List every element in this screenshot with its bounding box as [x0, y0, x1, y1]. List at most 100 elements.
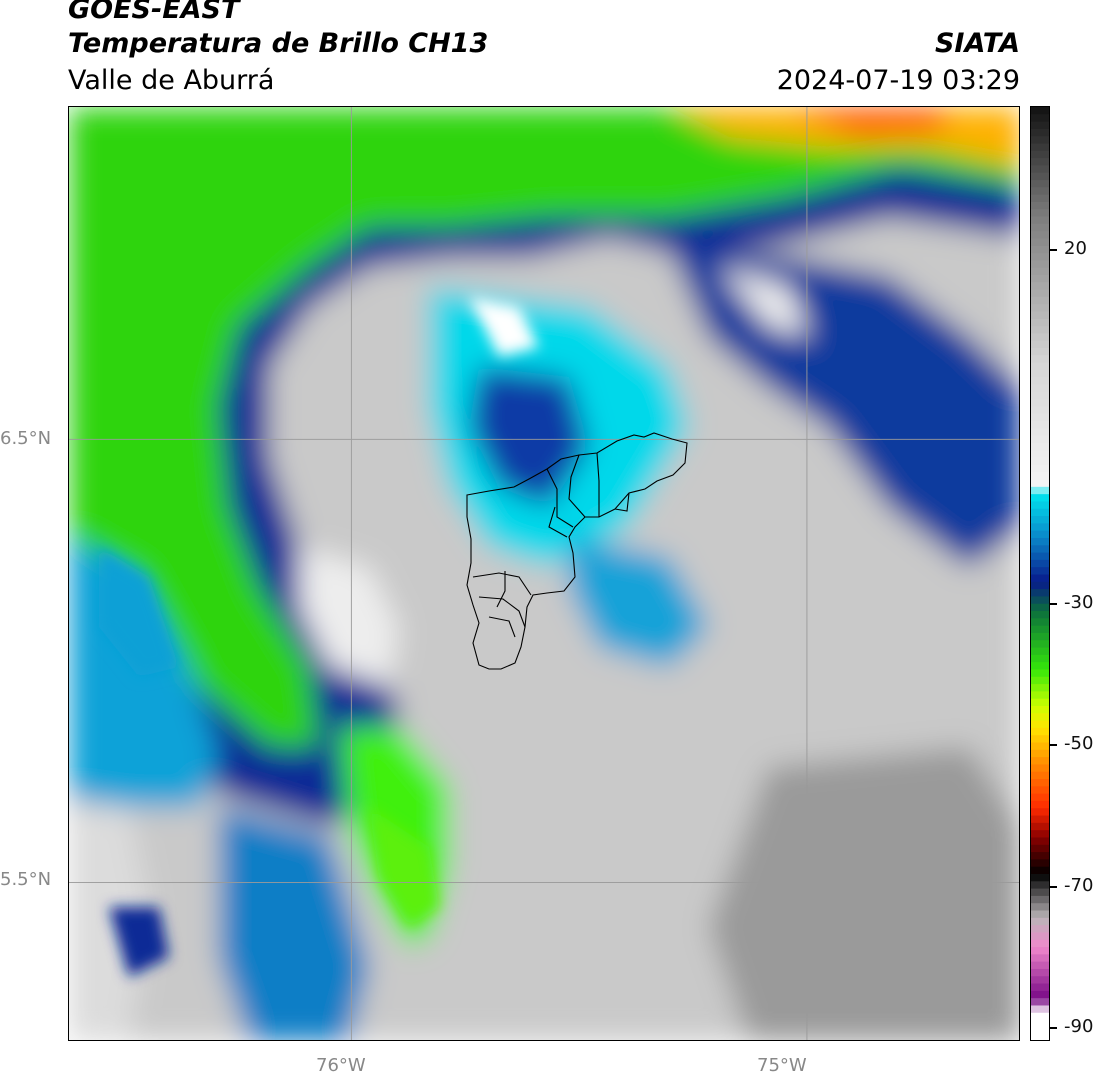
colorbar-label-minus-90: -90	[1064, 1016, 1094, 1037]
colorbar-step	[1031, 384, 1049, 393]
colorbar-step	[1031, 399, 1049, 408]
colorbar-step	[1031, 486, 1049, 495]
colorbar-step	[1031, 873, 1049, 882]
colorbar-step	[1031, 209, 1049, 218]
colorbar-step	[1031, 793, 1049, 802]
colorbar-step	[1031, 910, 1049, 919]
colorbar-step	[1031, 1027, 1049, 1036]
temperature-colorbar	[1030, 106, 1050, 1041]
colorbar-step	[1031, 289, 1049, 298]
colorbar-step	[1031, 421, 1049, 430]
colorbar-label-minus-70: -70	[1064, 875, 1094, 896]
colorbar-step	[1031, 369, 1049, 378]
colorbar-step	[1031, 596, 1049, 605]
colorbar-step	[1031, 866, 1049, 875]
datetime-label: 2024-07-19 03:29	[776, 65, 1020, 96]
colorbar-step	[1031, 136, 1049, 145]
colorbar-step	[1031, 815, 1049, 824]
colorbar-step	[1031, 713, 1049, 722]
colorbar-step	[1031, 516, 1049, 524]
colorbar-step	[1031, 260, 1049, 269]
cloud-detail-west	[99, 547, 179, 677]
colorbar-step	[1031, 859, 1049, 868]
colorbar-step	[1031, 187, 1049, 196]
region-subtitle: Valle de Aburrá	[68, 65, 275, 96]
colorbar-step	[1031, 654, 1049, 663]
colorbar-step	[1031, 348, 1049, 356]
colorbar-step	[1031, 275, 1049, 283]
colorbar-step	[1031, 231, 1049, 240]
colorbar-step	[1031, 954, 1049, 963]
colorbar-step	[1031, 121, 1049, 130]
colorbar-step	[1031, 362, 1049, 371]
cloud-band-dark-blue	[69, 107, 1019, 827]
colorbar-step	[1031, 968, 1049, 977]
colorbar-step	[1031, 391, 1049, 400]
cloud-detail-southwest	[109, 907, 169, 977]
cloud-band-northeast	[669, 247, 1019, 567]
colorbar-step	[1031, 837, 1049, 846]
clear-patch-southwest	[69, 807, 149, 1040]
colorbar-step	[1031, 479, 1049, 488]
colorbar-step	[1031, 917, 1049, 926]
colorbar-step	[1031, 253, 1049, 261]
colorbar-step	[1031, 961, 1049, 970]
colorbar-step	[1031, 165, 1049, 174]
colorbar-step	[1031, 698, 1049, 707]
colorbar-step	[1031, 669, 1049, 678]
colorbar-step	[1031, 326, 1049, 335]
colorbar-step	[1031, 903, 1049, 912]
colorbar-tick-minus-50	[1050, 744, 1057, 746]
colorbar-step	[1031, 895, 1049, 904]
colorbar-step	[1031, 757, 1049, 766]
colorbar-step	[1031, 114, 1049, 123]
colorbar-step	[1031, 632, 1049, 641]
colorbar-step	[1031, 333, 1049, 342]
colorbar-step	[1031, 720, 1049, 729]
colorbar-step	[1031, 611, 1049, 619]
cloud-core-blue-center	[469, 367, 589, 507]
colorbar-step	[1031, 150, 1049, 159]
colorbar-label-minus-30: -30	[1064, 592, 1094, 613]
colorbar-step	[1031, 640, 1049, 649]
colorbar-step	[1031, 625, 1049, 634]
colorbar-step	[1031, 852, 1049, 860]
coldest-top-orange	[789, 107, 949, 137]
colorbar-step	[1031, 443, 1049, 451]
map-canvas	[69, 107, 1019, 1040]
colorbar-step	[1031, 925, 1049, 934]
colorbar-step	[1031, 786, 1049, 795]
colorbar-step	[1031, 340, 1049, 349]
colorbar-step	[1031, 530, 1049, 539]
valle-de-aburra-boundaries	[466, 432, 688, 670]
colorbar-step	[1031, 107, 1049, 115]
colorbar-step	[1031, 501, 1049, 510]
lon-label-76w: 76°W	[316, 1055, 366, 1076]
colorbar-step	[1031, 881, 1049, 890]
colorbar-step	[1031, 406, 1049, 415]
colorbar-step	[1031, 158, 1049, 167]
colorbar-step	[1031, 143, 1049, 152]
clear-detail-north	[469, 297, 539, 357]
colorbar-step	[1031, 939, 1049, 948]
convective-core-bright-green	[369, 807, 439, 927]
colorbar-step	[1031, 494, 1049, 503]
colorbar-step	[1031, 172, 1049, 181]
colorbar-label-20: 20	[1064, 238, 1087, 259]
colorbar-step	[1031, 355, 1049, 364]
colorbar-step	[1031, 194, 1049, 203]
colorbar-step	[1031, 749, 1049, 758]
colorbar-step	[1031, 779, 1049, 787]
colorbar-step	[1031, 822, 1049, 831]
lat-label-5-5: 5.5°N	[0, 869, 52, 890]
agency-label: SIATA	[934, 28, 1020, 59]
colorbar-step	[1031, 662, 1049, 671]
colorbar-step	[1031, 201, 1049, 210]
colorbar-step	[1031, 128, 1049, 137]
colorbar-step	[1031, 311, 1049, 320]
colorbar-step	[1031, 691, 1049, 700]
colorbar-step	[1031, 947, 1049, 955]
colorbar-step	[1031, 990, 1049, 999]
colorbar-step	[1031, 377, 1049, 386]
map-gridlines	[69, 107, 1019, 1040]
